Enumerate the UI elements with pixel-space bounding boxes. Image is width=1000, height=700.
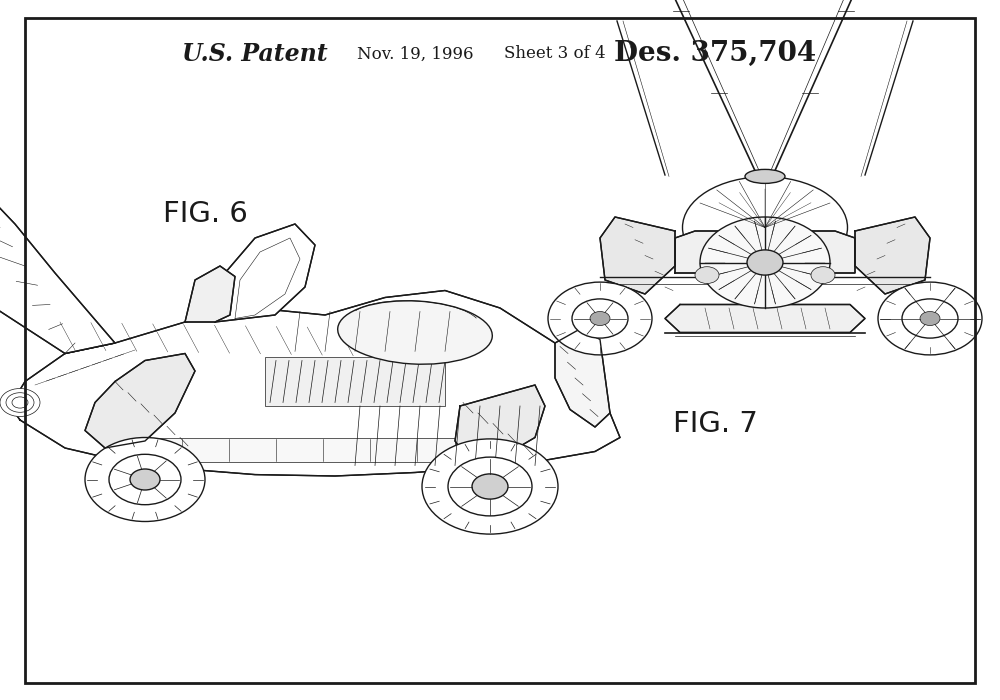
Circle shape [472,474,508,499]
Polygon shape [125,438,455,462]
Circle shape [695,267,719,284]
Circle shape [12,397,28,408]
Circle shape [130,469,160,490]
Polygon shape [855,217,930,294]
Circle shape [6,393,34,412]
Ellipse shape [682,176,848,278]
Circle shape [902,299,958,338]
Polygon shape [215,224,315,322]
Circle shape [920,312,940,326]
Polygon shape [675,231,855,273]
Circle shape [572,299,628,338]
Polygon shape [0,161,115,354]
Polygon shape [185,266,235,322]
Ellipse shape [338,301,492,364]
Polygon shape [455,385,545,455]
Polygon shape [85,354,195,448]
Ellipse shape [745,169,785,183]
Circle shape [700,217,830,308]
Circle shape [878,282,982,355]
Circle shape [811,267,835,284]
Circle shape [0,389,40,416]
Text: Sheet 3 of 4: Sheet 3 of 4 [504,46,606,62]
Text: FIG. 6: FIG. 6 [163,199,247,228]
Circle shape [109,454,181,505]
Circle shape [590,312,610,326]
Polygon shape [555,329,610,427]
Polygon shape [10,290,620,476]
Polygon shape [600,217,675,294]
Polygon shape [265,357,445,406]
Circle shape [85,438,205,522]
Text: Nov. 19, 1996: Nov. 19, 1996 [357,46,473,62]
Circle shape [747,250,783,275]
Circle shape [448,457,532,516]
Polygon shape [665,304,865,332]
Text: Des. 375,704: Des. 375,704 [614,41,816,67]
Circle shape [548,282,652,355]
Circle shape [422,439,558,534]
Text: FIG. 7: FIG. 7 [673,410,757,438]
Text: U.S. Patent: U.S. Patent [182,42,328,66]
